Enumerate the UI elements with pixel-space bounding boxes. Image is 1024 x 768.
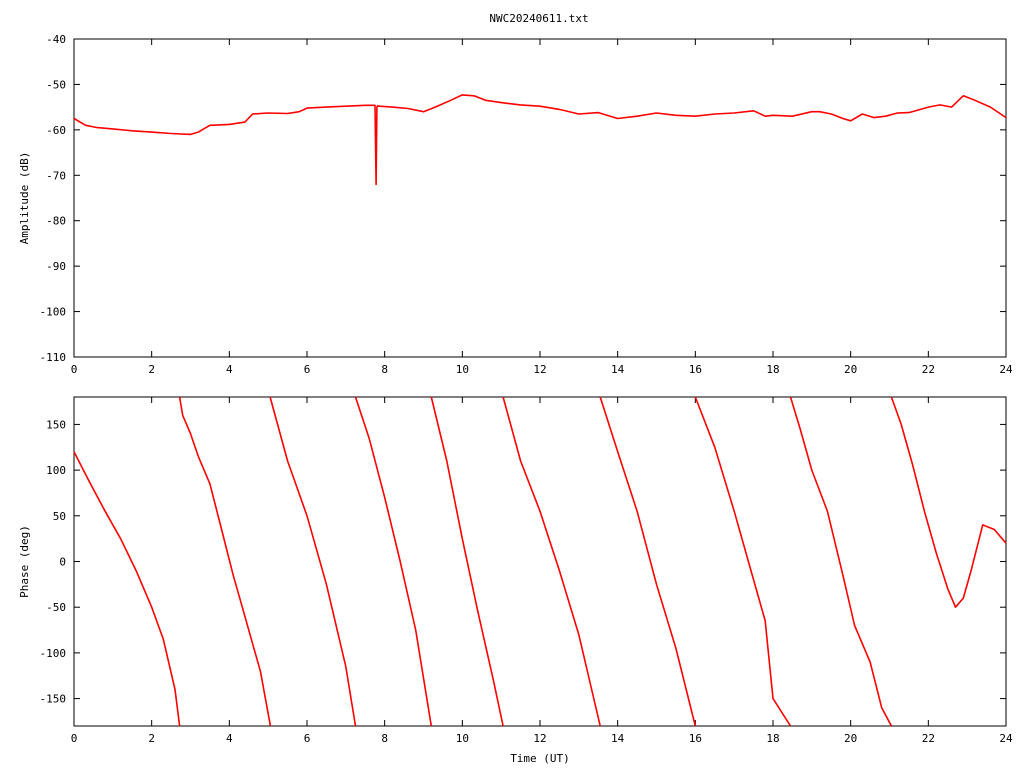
amplitude-x-tick-label: 22 (922, 363, 935, 376)
amplitude-y-tick-label: -110 (40, 351, 67, 364)
amplitude-x-tick-label: 2 (148, 363, 155, 376)
amplitude-x-tick-label: 10 (456, 363, 469, 376)
phase-y-tick-label: -50 (46, 601, 66, 614)
amplitude-x-tick-label: 18 (766, 363, 779, 376)
phase-x-tick-label: 18 (766, 732, 779, 745)
phase-x-tick-label: 4 (226, 732, 233, 745)
amplitude-x-tick-label: 6 (304, 363, 311, 376)
phase-y-tick-label: 0 (59, 556, 66, 569)
amplitude-x-tick-label: 24 (999, 363, 1013, 376)
amplitude-plot-frame (73, 38, 1007, 358)
phase-x-tick-label: 2 (148, 732, 155, 745)
amplitude-y-tick-label: -50 (46, 78, 66, 91)
amplitude-series-line (73, 94, 1007, 186)
amplitude-y-tick-label: -80 (46, 215, 66, 228)
phase-panel: 0 2 4 6 8 10 12 14 16 18 20 22 24150100500-50-100-15… (18, 396, 1013, 765)
amplitude-x-tick-label: 14 (611, 363, 625, 376)
phase-x-tick-label: 22 (922, 732, 935, 745)
phase-y-tick-label: -150 (40, 693, 67, 706)
phase-plot-frame (73, 396, 1007, 727)
phase-x-tick-label: 12 (533, 732, 546, 745)
phase-y-tick-label: 50 (53, 510, 66, 523)
phase-x-tick-label: 0 (71, 732, 78, 745)
amplitude-x-tick-label: 8 (381, 363, 388, 376)
phase-x-axis-label: Time (UT) (510, 752, 570, 765)
phase-x-tick-label: 6 (304, 732, 311, 745)
phase-x-tick-label: 20 (844, 732, 857, 745)
phase-y-axis-label: Phase (deg) (18, 525, 31, 598)
phase-x-tick-label: 14 (611, 732, 625, 745)
phase-series-line (73, 396, 1007, 727)
amplitude-panel: 0 2 4 6 8 10 12 14 16 18 20 22 24-40-50-60-70-80-90-… (18, 33, 1013, 376)
phase-x-tick-label: 24 (999, 732, 1013, 745)
amplitude-y-tick-label: -60 (46, 124, 66, 137)
amplitude-y-tick-label: -100 (40, 306, 67, 319)
phase-x-tick-label: 10 (456, 732, 469, 745)
amplitude-y-axis-label: Amplitude (dB) (18, 152, 31, 245)
amplitude-x-tick-label: 0 (71, 363, 78, 376)
amplitude-x-tick-label: 20 (844, 363, 857, 376)
phase-x-tick-label: 16 (689, 732, 702, 745)
amplitude-x-tick-label: 16 (689, 363, 702, 376)
phase-x-tick-label: 8 (381, 732, 388, 745)
chart-title: NWC20240611.txt (489, 12, 588, 25)
amplitude-y-tick-label: -90 (46, 260, 66, 273)
amplitude-x-tick-label: 12 (533, 363, 546, 376)
amplitude-y-tick-label: -40 (46, 33, 66, 46)
amplitude-x-tick-label: 4 (226, 363, 233, 376)
phase-y-tick-label: 150 (46, 418, 66, 431)
amplitude-y-tick-label: -70 (46, 169, 66, 182)
phase-y-tick-label: -100 (40, 647, 67, 660)
phase-y-tick-label: 100 (46, 464, 66, 477)
